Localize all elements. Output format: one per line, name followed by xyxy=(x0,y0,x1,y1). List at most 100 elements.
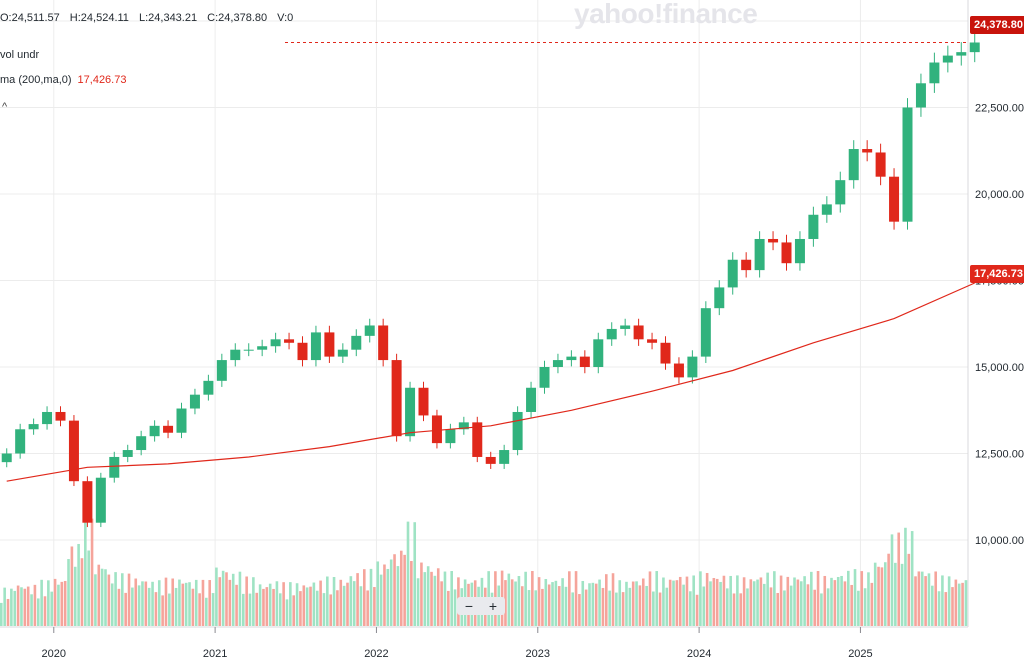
candle[interactable] xyxy=(136,430,147,456)
candle[interactable] xyxy=(405,381,416,442)
candle[interactable] xyxy=(122,444,133,463)
candle[interactable] xyxy=(552,353,563,374)
volume-bar xyxy=(322,593,326,626)
candle[interactable] xyxy=(593,332,604,374)
candle[interactable] xyxy=(364,318,375,343)
candle[interactable] xyxy=(203,374,214,401)
candle[interactable] xyxy=(969,32,980,63)
candle[interactable] xyxy=(95,472,106,528)
zoom-out-button[interactable]: − xyxy=(464,598,474,614)
candle[interactable] xyxy=(862,140,873,162)
candle[interactable] xyxy=(230,343,241,367)
candle[interactable] xyxy=(28,418,39,435)
zoom-in-button[interactable]: + xyxy=(488,598,498,614)
last-price-tag: 24,378.80 xyxy=(970,16,1024,34)
volume-bar xyxy=(80,558,84,626)
candle[interactable] xyxy=(378,318,389,367)
candle[interactable] xyxy=(176,402,187,439)
candle[interactable] xyxy=(445,423,456,449)
candle[interactable] xyxy=(351,329,362,357)
volume-bar xyxy=(100,568,104,626)
candle[interactable] xyxy=(848,140,859,189)
candles[interactable] xyxy=(1,32,980,528)
ma-indicator[interactable]: ma (200,ma,0) 17,426.73 xyxy=(0,74,126,86)
candle[interactable] xyxy=(754,231,765,278)
candle[interactable] xyxy=(499,444,510,469)
candle[interactable] xyxy=(741,252,752,278)
candle[interactable] xyxy=(284,332,295,350)
candle[interactable] xyxy=(727,252,738,295)
candle[interactable] xyxy=(243,343,254,357)
volume-bar xyxy=(947,576,951,626)
volume-bar xyxy=(897,532,901,626)
volume-bar xyxy=(23,588,27,626)
candle[interactable] xyxy=(324,325,335,363)
candle[interactable] xyxy=(808,206,819,247)
candle[interactable] xyxy=(620,318,631,336)
candle[interactable] xyxy=(55,406,66,427)
candle[interactable] xyxy=(700,301,711,363)
candle[interactable] xyxy=(633,318,644,346)
candle[interactable] xyxy=(794,231,805,271)
candle[interactable] xyxy=(472,416,483,463)
candle[interactable] xyxy=(902,98,913,230)
volume-bar xyxy=(941,575,944,626)
candle[interactable] xyxy=(297,336,308,367)
candle[interactable] xyxy=(391,353,402,442)
volume-bar xyxy=(786,576,790,626)
volume-bar xyxy=(336,590,339,626)
candle[interactable] xyxy=(821,196,832,223)
collapse-indicators-icon[interactable]: ^ xyxy=(2,101,8,113)
volume-bar xyxy=(97,564,101,626)
volume-bar xyxy=(689,591,692,626)
candle[interactable] xyxy=(163,420,174,439)
volume-bar xyxy=(289,582,292,626)
candle[interactable] xyxy=(956,42,967,66)
candle[interactable] xyxy=(942,45,953,73)
candle[interactable] xyxy=(579,350,590,374)
candle[interactable] xyxy=(673,357,684,384)
candle[interactable] xyxy=(566,350,577,367)
candle[interactable] xyxy=(929,52,940,93)
candle-body xyxy=(902,107,913,222)
candle[interactable] xyxy=(539,360,550,394)
candle[interactable] xyxy=(875,143,886,186)
candle[interactable] xyxy=(337,343,348,363)
candle[interactable] xyxy=(606,322,617,346)
candle-body xyxy=(176,408,187,433)
candle[interactable] xyxy=(1,448,12,468)
candle[interactable] xyxy=(82,476,93,528)
candle[interactable] xyxy=(915,73,926,117)
candle[interactable] xyxy=(647,332,658,350)
candle[interactable] xyxy=(431,409,442,449)
candle[interactable] xyxy=(189,388,200,415)
candle[interactable] xyxy=(216,353,227,387)
candle[interactable] xyxy=(768,231,779,251)
candle[interactable] xyxy=(42,406,53,430)
candle[interactable] xyxy=(310,325,321,367)
candle[interactable] xyxy=(68,415,79,487)
candle[interactable] xyxy=(512,406,523,456)
candle[interactable] xyxy=(485,451,496,469)
ma-indicator-label: ma (200,ma,0) xyxy=(0,74,72,86)
candle[interactable] xyxy=(526,381,537,418)
y-tick-label: 20,000.00 xyxy=(975,189,1024,201)
candle[interactable] xyxy=(889,168,900,230)
candle[interactable] xyxy=(660,336,671,370)
candle-body xyxy=(808,214,819,239)
candle[interactable] xyxy=(149,420,160,442)
candle[interactable] xyxy=(458,416,469,435)
candle[interactable] xyxy=(781,234,792,271)
candle[interactable] xyxy=(270,332,281,353)
candle[interactable] xyxy=(687,350,698,384)
candle[interactable] xyxy=(714,280,725,316)
volume-bar xyxy=(87,550,90,626)
candle[interactable] xyxy=(109,451,120,483)
candle[interactable] xyxy=(257,339,268,357)
volume-indicator-label[interactable]: vol undr xyxy=(0,49,40,61)
candle[interactable] xyxy=(418,381,429,422)
candle[interactable] xyxy=(15,423,26,459)
volume-bar xyxy=(830,577,833,626)
candle[interactable] xyxy=(835,171,846,213)
